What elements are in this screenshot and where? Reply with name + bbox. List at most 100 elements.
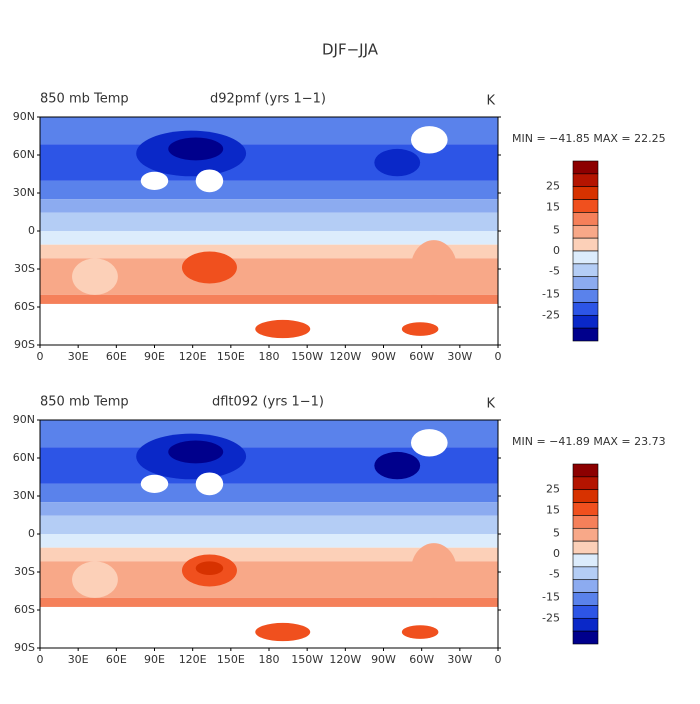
lon-label: 120E <box>179 350 207 363</box>
contour-region <box>195 472 224 496</box>
lat-label: 30N <box>13 489 35 502</box>
panel-units: K <box>486 94 495 109</box>
contour-region <box>72 561 118 598</box>
lat-label: 30S <box>14 262 35 275</box>
contour-band <box>40 547 498 562</box>
colorbar-label: -5 <box>549 568 560 581</box>
colorbar-box <box>572 566 599 581</box>
contour-region <box>140 474 169 493</box>
panel-left-title: 850 mb Temp <box>40 92 129 107</box>
contour-band <box>40 180 498 200</box>
lon-label: 90E <box>144 350 165 363</box>
contour-band <box>40 515 498 534</box>
lon-label: 0 <box>495 653 502 666</box>
figure-title: DJF−JJA <box>322 41 379 59</box>
lon-label: 0 <box>495 350 502 363</box>
lon-label: 30E <box>68 653 89 666</box>
lon-label: 180 <box>259 350 280 363</box>
contour-region <box>72 258 118 295</box>
contour-region <box>255 319 311 339</box>
lon-label: 180 <box>259 653 280 666</box>
colorbar-box <box>572 527 599 542</box>
colorbar-box <box>572 540 599 555</box>
colorbar-box <box>572 212 599 226</box>
contour-region <box>255 622 311 642</box>
colorbar-label: -25 <box>542 308 560 321</box>
contour-band <box>40 231 498 245</box>
lon-label: 150E <box>217 350 245 363</box>
lon-label: 30W <box>447 350 472 363</box>
lon-label: 30E <box>68 350 89 363</box>
panel-left-title: 850 mb Temp <box>40 395 129 410</box>
colorbar-box <box>572 199 599 213</box>
contour-band <box>40 483 498 503</box>
contour-region <box>168 440 224 464</box>
contour-region <box>410 429 448 457</box>
colorbar-label: -25 <box>542 611 560 624</box>
map <box>40 420 498 648</box>
colorbar-box <box>572 237 599 252</box>
colorbar-box <box>572 630 599 645</box>
contour-band <box>40 199 498 213</box>
contour-region <box>195 169 224 193</box>
contour-region <box>410 240 457 295</box>
panel-center-title: d92pmf (yrs 1−1) <box>210 92 326 107</box>
lon-label: 30W <box>447 653 472 666</box>
contour-region <box>401 625 439 639</box>
contour-band <box>40 244 498 259</box>
lon-label: 150E <box>217 653 245 666</box>
contour-region <box>374 451 421 480</box>
lat-label: 60S <box>14 300 35 313</box>
contour-region <box>168 137 224 161</box>
contour-band <box>40 502 498 516</box>
colorbar-box <box>572 502 599 516</box>
colorbar-box <box>572 463 599 478</box>
map <box>40 117 498 345</box>
colorbar-label: 15 <box>546 200 560 213</box>
colorbar-box <box>572 314 599 329</box>
colorbar-box <box>572 592 599 606</box>
colorbar-label: 0 <box>553 547 560 560</box>
colorbar-box <box>572 224 599 239</box>
colorbar-label: 5 <box>553 526 560 539</box>
contour-region <box>140 171 169 190</box>
colorbar-box <box>572 515 599 529</box>
lon-label: 60E <box>106 653 127 666</box>
colorbar-box <box>572 186 599 200</box>
lon-label: 120E <box>179 653 207 666</box>
colorbar-label: -5 <box>549 265 560 278</box>
colorbar-label: 25 <box>546 180 560 193</box>
panel-units: K <box>486 397 495 412</box>
lat-label: 0 <box>28 224 35 237</box>
colorbar-box <box>572 250 599 265</box>
colorbar-box <box>572 173 599 188</box>
colorbar-box <box>572 327 599 342</box>
colorbar-box <box>572 276 599 290</box>
lat-label: 90N <box>13 413 35 426</box>
contour-region <box>374 148 421 177</box>
colorbar-box <box>572 553 599 568</box>
lat-label: 60N <box>13 148 35 161</box>
colorbar-box <box>572 302 599 316</box>
lon-label: 150W <box>291 653 323 666</box>
contour-band <box>40 212 498 231</box>
lon-label: 0 <box>37 350 44 363</box>
contour-region <box>195 258 224 273</box>
contour-region <box>195 561 224 576</box>
lon-label: 90W <box>371 350 396 363</box>
colorbar-box <box>572 605 599 619</box>
lat-label: 60S <box>14 603 35 616</box>
lon-label: 60W <box>409 350 434 363</box>
contour-band <box>40 597 498 607</box>
colorbar-box <box>572 476 599 491</box>
lat-label: 90S <box>14 338 35 351</box>
lon-label: 150W <box>291 350 323 363</box>
lat-label: 0 <box>28 527 35 540</box>
lat-label: 30N <box>13 186 35 199</box>
colorbar-box <box>572 579 599 593</box>
colorbar-box <box>572 263 599 278</box>
lat-label: 60N <box>13 451 35 464</box>
contour-region <box>410 543 457 598</box>
lon-label: 120W <box>329 653 361 666</box>
